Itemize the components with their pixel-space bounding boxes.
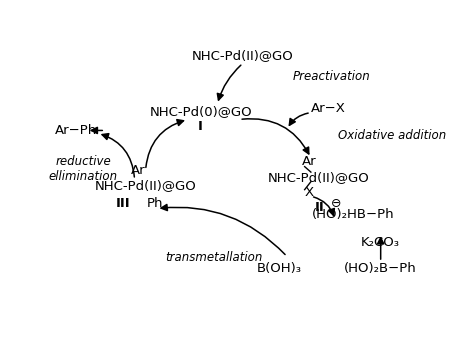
- Text: transmetallation: transmetallation: [165, 251, 262, 265]
- Text: III: III: [116, 197, 131, 210]
- Text: NHC-Pd(II)@GO: NHC-Pd(II)@GO: [192, 48, 294, 62]
- Text: NHC-Pd(II)@GO: NHC-Pd(II)@GO: [95, 179, 196, 192]
- Text: Ar−X: Ar−X: [311, 102, 346, 115]
- Text: X: X: [304, 185, 314, 199]
- Text: (HO)₂HB−Ph: (HO)₂HB−Ph: [312, 208, 394, 221]
- Text: Ar−Ph: Ar−Ph: [55, 124, 97, 137]
- Text: Oxidative addition: Oxidative addition: [338, 130, 447, 142]
- Text: Ar: Ar: [131, 164, 146, 177]
- Text: II: II: [315, 201, 325, 214]
- Text: NHC-Pd(II)@GO: NHC-Pd(II)@GO: [267, 171, 369, 184]
- Text: NHC-Pd(0)@GO: NHC-Pd(0)@GO: [149, 105, 252, 118]
- Text: Ar: Ar: [302, 156, 316, 168]
- Text: (HO)₂B−Ph: (HO)₂B−Ph: [344, 262, 417, 276]
- Text: Ph: Ph: [146, 197, 163, 210]
- Text: Preactivation: Preactivation: [292, 70, 370, 84]
- Text: ⊖: ⊖: [331, 197, 342, 210]
- Text: I: I: [198, 120, 203, 133]
- Text: B(OH)₃: B(OH)₃: [257, 262, 302, 276]
- Text: reductive
ellimination: reductive ellimination: [48, 155, 118, 183]
- Text: K₂CO₃: K₂CO₃: [361, 236, 400, 249]
